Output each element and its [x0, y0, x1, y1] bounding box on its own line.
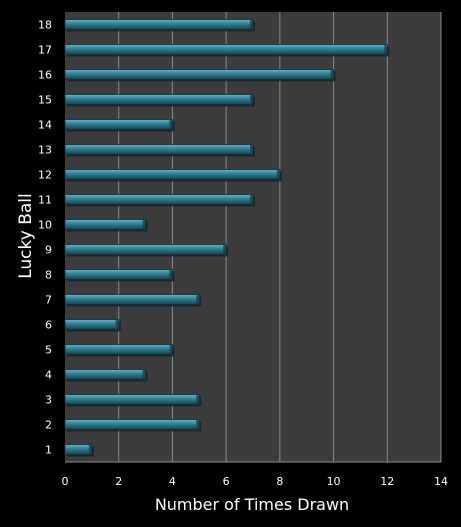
bar-cap-16 — [330, 69, 334, 80]
bar-cap-1 — [88, 444, 92, 455]
bar-cap-6 — [115, 319, 119, 330]
bar-8 — [64, 269, 173, 280]
bar-cap-12 — [276, 169, 280, 180]
x-tick-labels: 0 2 4 6 8 10 12 14 — [62, 475, 449, 488]
bar-cap-9 — [223, 244, 227, 255]
y-tick-label: 2 — [45, 419, 52, 432]
gridlines — [65, 12, 442, 463]
y-tick-label: 4 — [45, 369, 52, 382]
bar-2 — [64, 419, 200, 430]
bar-3 — [64, 394, 200, 405]
bar-cap-3 — [196, 394, 200, 405]
plot-area — [65, 12, 441, 462]
bar-cap-15 — [250, 94, 253, 105]
y-tick-label: 15 — [38, 94, 52, 107]
bar-17 — [64, 44, 388, 55]
x-tick-label: 10 — [327, 475, 341, 488]
x-tick-label: 6 — [223, 475, 230, 488]
bar-cap-11 — [250, 194, 253, 205]
bar-6 — [64, 319, 120, 330]
bar-cap-2 — [196, 419, 200, 430]
bar-7 — [64, 294, 200, 305]
bar-cap-8 — [169, 269, 173, 280]
y-tick-label: 14 — [38, 119, 52, 132]
y-tick-label: 5 — [45, 344, 52, 357]
y-tick-label: 10 — [38, 219, 52, 232]
x-tick-label: 0 — [62, 475, 69, 488]
bar-10 — [64, 219, 146, 230]
x-tick-label: 4 — [169, 475, 176, 488]
bars — [64, 19, 390, 457]
y-tick-label: 16 — [38, 69, 52, 82]
bar-18 — [64, 19, 254, 30]
bar-cap-5 — [169, 344, 173, 355]
bar-15 — [64, 94, 254, 105]
bar-16 — [64, 69, 334, 80]
bar-cap-10 — [142, 219, 146, 230]
y-tick-label: 18 — [38, 19, 52, 32]
bar-cap-7 — [196, 294, 200, 305]
bar-5 — [64, 344, 173, 355]
bar-14 — [64, 119, 173, 130]
x-axis-label: Number of Times Drawn — [155, 495, 349, 514]
bar-11 — [64, 194, 254, 205]
bar-cap-13 — [250, 144, 253, 155]
bar-cap-18 — [250, 19, 253, 30]
x-tick-label: 14 — [434, 475, 448, 488]
y-tick-label: 6 — [45, 319, 52, 332]
y-tick-label: 9 — [45, 244, 52, 257]
x-tick-label: 8 — [276, 475, 283, 488]
x-tick-label: 12 — [380, 475, 394, 488]
bar-4 — [64, 369, 146, 380]
bar-12 — [64, 169, 281, 180]
y-tick-label: 17 — [38, 44, 52, 57]
bar-1 — [64, 444, 93, 455]
y-tick-label: 11 — [38, 194, 52, 207]
y-axis-label: Lucky Ball — [16, 193, 36, 279]
y-tick-label: 8 — [45, 269, 52, 282]
y-tick-label: 1 — [45, 444, 52, 457]
bar-cap-14 — [169, 119, 173, 130]
bar-cap-4 — [142, 369, 146, 380]
y-tick-label: 13 — [38, 144, 52, 157]
bar-9 — [64, 244, 227, 255]
bar-cap-17 — [384, 44, 388, 55]
bar-13 — [64, 144, 254, 155]
y-tick-label: 12 — [38, 169, 52, 182]
x-tick-label: 2 — [115, 475, 122, 488]
y-tick-label: 3 — [45, 394, 52, 407]
y-tick-label: 7 — [45, 294, 52, 307]
